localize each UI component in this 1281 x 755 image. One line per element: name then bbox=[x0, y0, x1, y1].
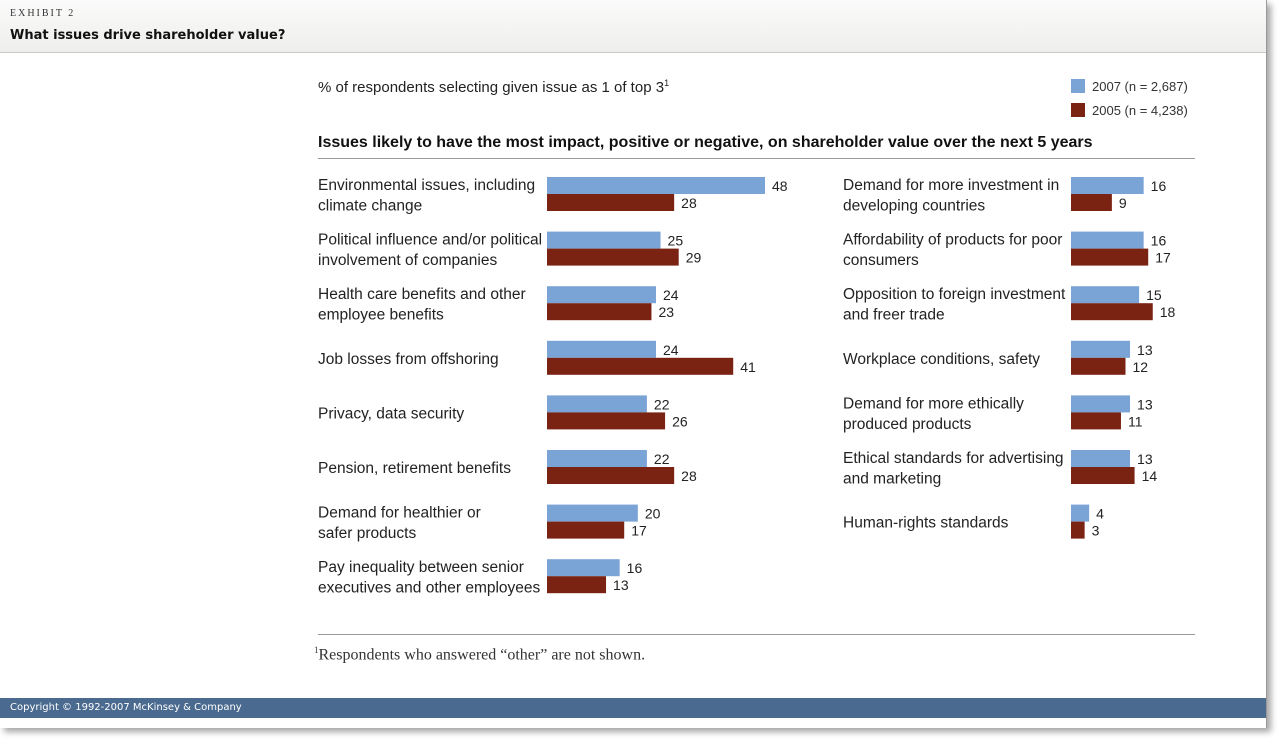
value-label-y2007: 13 bbox=[1137, 396, 1153, 412]
category-label: Opposition to foreign investment and free… bbox=[843, 286, 1066, 324]
footnote-marker: 1 bbox=[314, 645, 319, 655]
value-label-y2005: 17 bbox=[631, 523, 647, 539]
bar-y2005 bbox=[1071, 248, 1149, 266]
category-label: Ethical standards for advertising and mar… bbox=[843, 450, 1064, 488]
category-label: Human-rights standards bbox=[843, 515, 1009, 532]
footnote-text: Respondents who answered “other” are not… bbox=[318, 646, 646, 664]
category-label: Political influence and/or political invo… bbox=[318, 232, 542, 270]
category-label: Health care benefits and other employee b… bbox=[318, 286, 526, 324]
value-label-y2005: 28 bbox=[681, 468, 697, 484]
bar-chart: Environmental issues, including climate c… bbox=[318, 177, 1176, 597]
bar-y2005 bbox=[1071, 303, 1153, 321]
bar-y2005 bbox=[1071, 357, 1126, 375]
value-label-y2005: 41 bbox=[740, 359, 756, 375]
value-label-y2007: 16 bbox=[627, 560, 643, 576]
category-label: Pay inequality between senior executives … bbox=[318, 559, 541, 597]
footnote-rule bbox=[318, 634, 1195, 635]
value-label-y2007: 48 bbox=[772, 178, 788, 194]
bar-y2007 bbox=[547, 286, 656, 304]
category-label: Workplace conditions, safety bbox=[843, 351, 1040, 368]
legend-swatch-2005 bbox=[1071, 103, 1085, 117]
value-label-y2005: 28 bbox=[681, 195, 697, 211]
value-label-y2005: 9 bbox=[1119, 195, 1127, 211]
bar-y2005 bbox=[547, 412, 666, 430]
legend-label-2005: 2005 (n = 4,238) bbox=[1092, 103, 1188, 118]
bar-y2005 bbox=[547, 467, 675, 484]
value-label-y2007: 15 bbox=[1146, 287, 1162, 303]
value-label-y2007: 25 bbox=[668, 233, 684, 249]
bar-y2007 bbox=[1071, 286, 1140, 304]
category-label: Demand for healthier or safer products bbox=[318, 505, 481, 543]
bar-y2007 bbox=[1071, 177, 1144, 194]
bar-y2005 bbox=[1071, 412, 1121, 430]
value-label-y2007: 22 bbox=[654, 396, 670, 412]
chart-subtitle: % of respondents selecting given issue a… bbox=[318, 78, 669, 96]
subtitle-footnote-marker: 1 bbox=[664, 78, 670, 88]
bar-y2005 bbox=[547, 521, 625, 539]
value-label-y2005: 29 bbox=[686, 250, 702, 266]
value-label-y2007: 13 bbox=[1137, 342, 1153, 358]
legend-label-2007: 2007 (n = 2,687) bbox=[1092, 79, 1188, 94]
value-label-y2005: 14 bbox=[1142, 468, 1158, 484]
footnote: 1Respondents who answered “other” are no… bbox=[314, 645, 645, 664]
bar-y2007 bbox=[1071, 450, 1131, 467]
value-label-y2005: 3 bbox=[1092, 523, 1100, 539]
value-label-y2005: 18 bbox=[1160, 304, 1176, 320]
category-label: Pension, retirement benefits bbox=[318, 460, 511, 477]
value-label-y2007: 22 bbox=[654, 451, 670, 467]
heading-rule bbox=[318, 158, 1195, 159]
bar-y2007 bbox=[1071, 504, 1090, 522]
bar-y2007 bbox=[1071, 340, 1131, 358]
value-label-y2007: 24 bbox=[663, 342, 679, 358]
copyright-text: Copyright © 1992-2007 McKinsey & Company bbox=[10, 702, 242, 713]
category-label: Demand for more ethically produced produc… bbox=[843, 395, 1024, 433]
value-label-y2005: 13 bbox=[613, 577, 629, 593]
value-label-y2005: 23 bbox=[658, 304, 674, 320]
value-label-y2005: 12 bbox=[1133, 359, 1149, 375]
value-label-y2007: 20 bbox=[645, 506, 661, 522]
bar-y2007 bbox=[547, 450, 647, 467]
bar-y2005 bbox=[547, 248, 679, 266]
category-label: Environmental issues, including climate c… bbox=[318, 177, 535, 215]
category-label: Job losses from offshoring bbox=[318, 351, 499, 368]
bar-y2005 bbox=[547, 194, 675, 211]
category-label: Demand for more investment in developing … bbox=[843, 177, 1059, 215]
bar-y2007 bbox=[547, 231, 661, 249]
value-label-y2007: 4 bbox=[1096, 506, 1104, 522]
exhibit-header: EXHIBIT 2 What issues drive shareholder … bbox=[0, 0, 1266, 53]
bar-y2007 bbox=[547, 395, 647, 413]
bar-y2007 bbox=[547, 177, 765, 194]
chart-heading: Issues likely to have the most impact, p… bbox=[318, 134, 1093, 151]
value-label-y2007: 16 bbox=[1151, 178, 1167, 194]
bar-y2005 bbox=[1071, 194, 1112, 211]
copyright-bar: Copyright © 1992-2007 McKinsey & Company bbox=[0, 698, 1266, 718]
value-label-y2005: 17 bbox=[1155, 250, 1171, 266]
subtitle-text: % of respondents selecting given issue a… bbox=[318, 79, 665, 96]
bar-y2007 bbox=[547, 504, 638, 522]
bar-y2005 bbox=[547, 576, 607, 594]
legend-swatch-2007 bbox=[1071, 79, 1085, 93]
bar-y2005 bbox=[547, 357, 734, 375]
bar-y2005 bbox=[1071, 521, 1085, 539]
value-label-y2005: 26 bbox=[672, 413, 688, 429]
exhibit-number: EXHIBIT 2 bbox=[10, 8, 76, 19]
bar-y2005 bbox=[1071, 467, 1135, 484]
exhibit-title: What issues drive shareholder value? bbox=[10, 28, 286, 43]
category-label: Privacy, data security bbox=[318, 405, 464, 422]
value-label-y2007: 16 bbox=[1151, 233, 1167, 249]
category-label: Affordability of products for poor consum… bbox=[843, 232, 1062, 270]
value-label-y2007: 24 bbox=[663, 287, 679, 303]
exhibit-frame: EXHIBIT 2 What issues drive shareholder … bbox=[0, 0, 1267, 728]
bar-y2007 bbox=[547, 340, 656, 358]
bar-y2007 bbox=[1071, 395, 1131, 413]
bar-y2007 bbox=[547, 559, 620, 577]
bar-y2007 bbox=[1071, 231, 1144, 249]
value-label-y2005: 11 bbox=[1128, 413, 1143, 429]
bar-y2005 bbox=[547, 303, 652, 321]
value-label-y2007: 13 bbox=[1137, 451, 1153, 467]
